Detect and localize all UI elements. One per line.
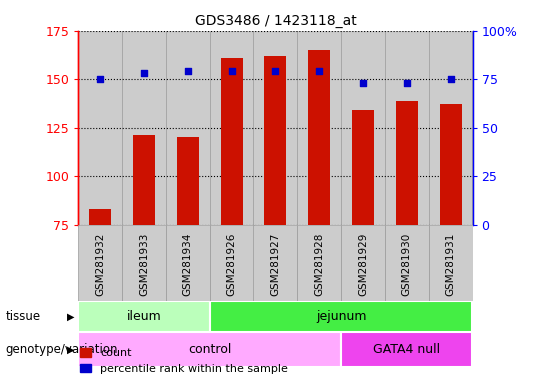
Bar: [440, 104, 462, 225]
Text: GSM281931: GSM281931: [446, 232, 456, 296]
Text: GSM281934: GSM281934: [183, 232, 193, 296]
Bar: [210, 301, 472, 332]
Bar: [298, 225, 341, 301]
Bar: [133, 136, 155, 225]
Text: control: control: [188, 343, 231, 356]
Bar: [78, 31, 122, 225]
Point: [140, 70, 149, 76]
Bar: [341, 332, 472, 367]
Bar: [253, 225, 298, 301]
Point: [446, 76, 455, 82]
Text: jejunum: jejunum: [316, 310, 366, 323]
Bar: [298, 31, 341, 225]
Legend: count, percentile rank within the sample: count, percentile rank within the sample: [76, 344, 293, 379]
Bar: [221, 58, 242, 225]
Point: [315, 68, 323, 74]
Bar: [308, 50, 330, 225]
Text: GSM281933: GSM281933: [139, 232, 149, 296]
Bar: [210, 31, 253, 225]
Bar: [122, 225, 166, 301]
Text: ileum: ileum: [126, 310, 161, 323]
Bar: [78, 225, 122, 301]
Text: GSM281929: GSM281929: [358, 232, 368, 296]
Bar: [429, 225, 472, 301]
Point: [359, 80, 367, 86]
Text: GSM281930: GSM281930: [402, 232, 412, 296]
Point: [227, 68, 236, 74]
Bar: [385, 31, 429, 225]
Text: tissue: tissue: [5, 310, 40, 323]
Bar: [166, 31, 210, 225]
Bar: [429, 31, 472, 225]
Text: genotype/variation: genotype/variation: [5, 343, 118, 356]
Text: GSM281928: GSM281928: [314, 232, 324, 296]
Bar: [341, 225, 385, 301]
Point: [184, 68, 192, 74]
Bar: [396, 101, 418, 225]
Text: ▶: ▶: [67, 344, 75, 354]
Bar: [78, 301, 210, 332]
Bar: [89, 209, 111, 225]
Point: [96, 76, 105, 82]
Bar: [265, 56, 286, 225]
Text: GSM281926: GSM281926: [227, 232, 237, 296]
Point: [271, 68, 280, 74]
Bar: [352, 110, 374, 225]
Text: GSM281927: GSM281927: [271, 232, 280, 296]
Text: GSM281932: GSM281932: [95, 232, 105, 296]
Point: [402, 80, 411, 86]
Bar: [385, 225, 429, 301]
Bar: [177, 137, 199, 225]
Title: GDS3486 / 1423118_at: GDS3486 / 1423118_at: [194, 14, 356, 28]
Bar: [341, 31, 385, 225]
Text: GATA4 null: GATA4 null: [373, 343, 440, 356]
Bar: [122, 31, 166, 225]
Bar: [210, 225, 253, 301]
Bar: [166, 225, 210, 301]
Bar: [253, 31, 298, 225]
Text: ▶: ▶: [67, 312, 75, 322]
Bar: [78, 332, 341, 367]
